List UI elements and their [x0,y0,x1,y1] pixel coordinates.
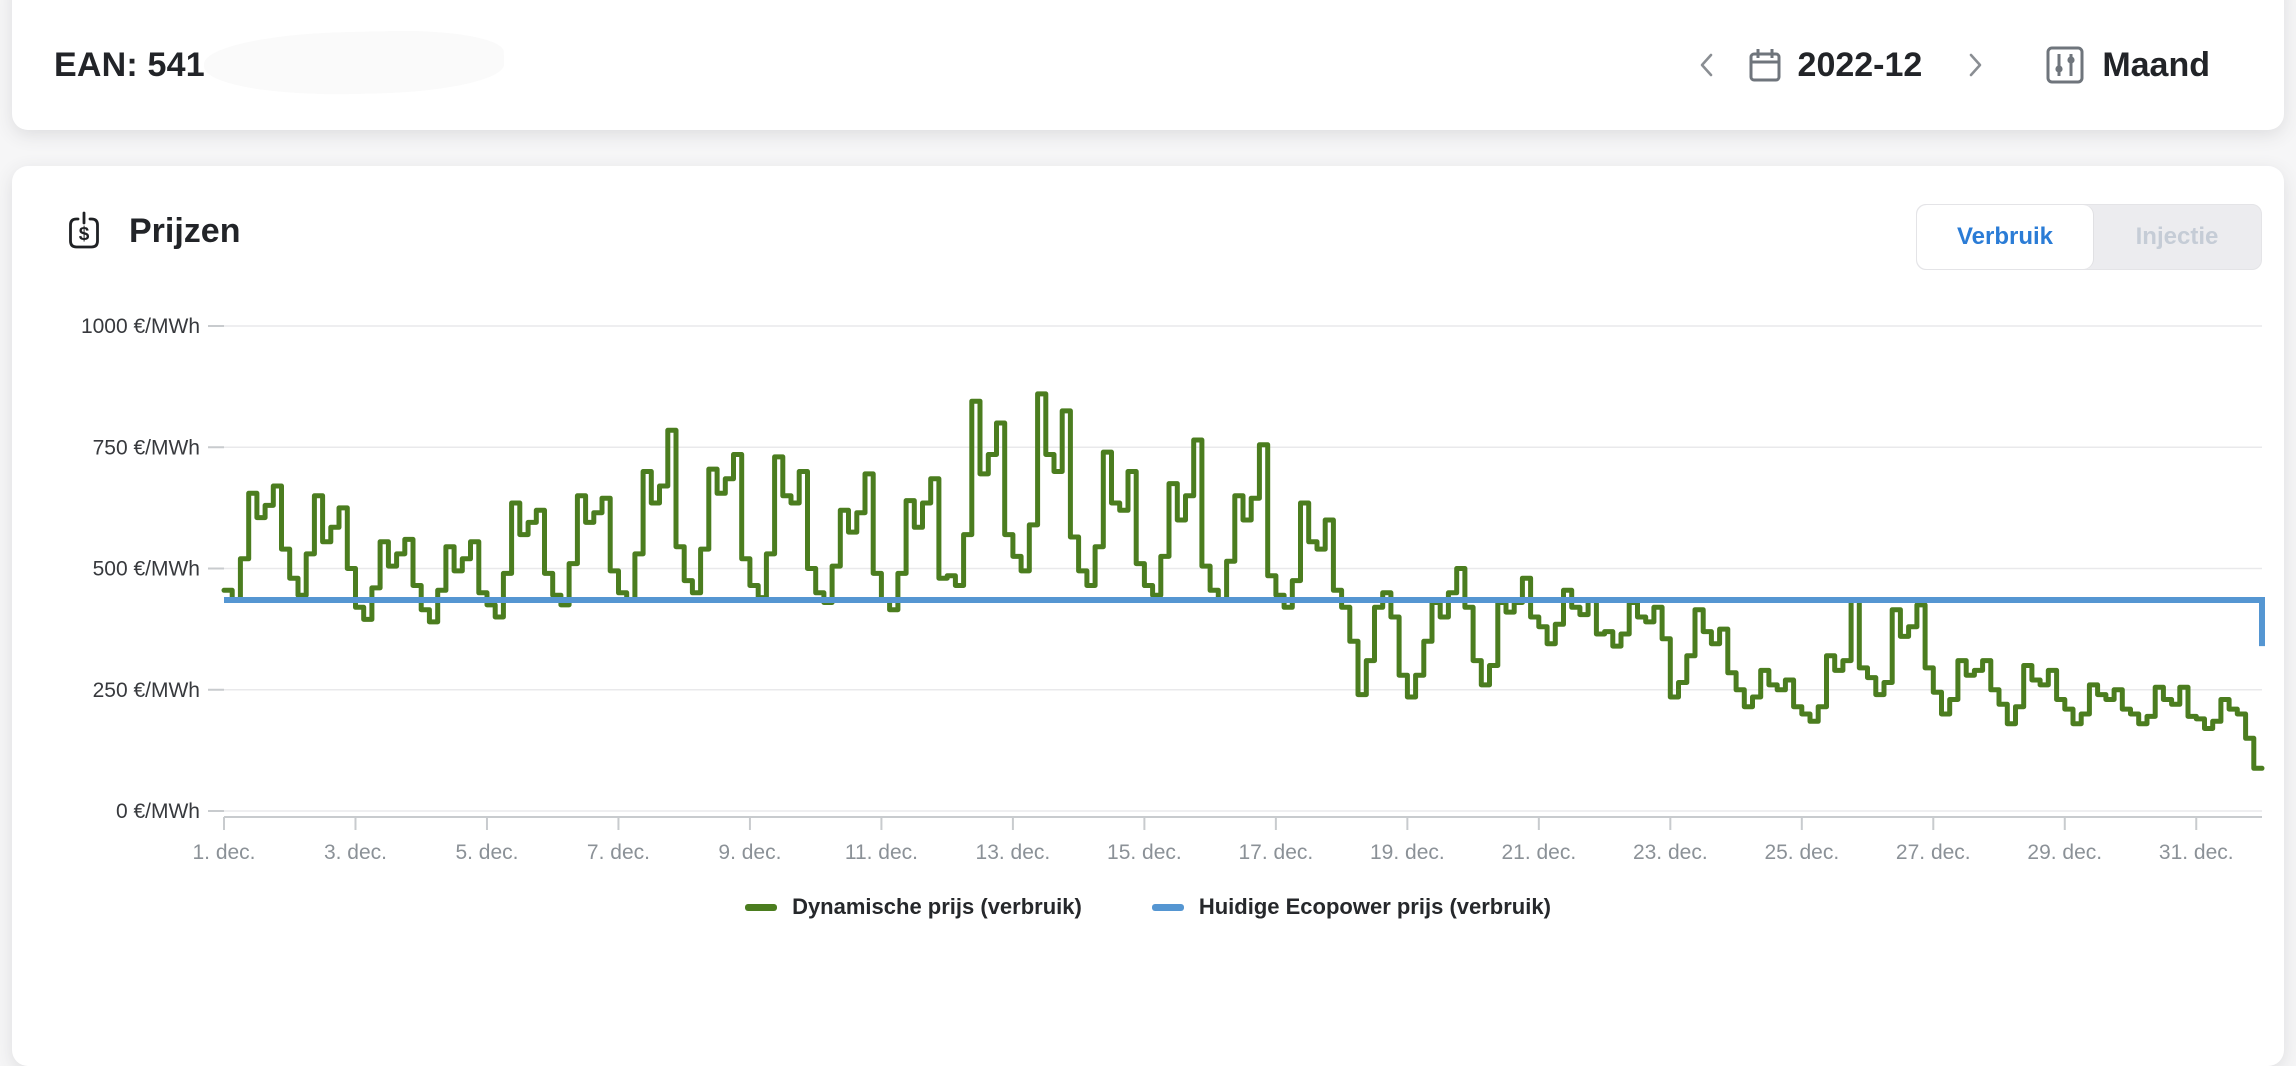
svg-text:21. dec.: 21. dec. [1501,841,1576,864]
svg-text:0 €/MWh: 0 €/MWh [116,800,200,823]
svg-text:23. dec.: 23. dec. [1633,841,1708,864]
price-money-icon: $ [67,210,101,252]
previous-period-button[interactable] [1690,44,1724,86]
prices-card-header: $ Prijzen [67,210,240,252]
redacted-ean-number [203,27,505,98]
page-title: EAN: 541 [54,27,505,98]
svg-text:1000 €/MWh: 1000 €/MWh [81,315,200,338]
view-mode-selector[interactable]: Maand [2044,44,2210,86]
ecopower-price-swatch [1151,903,1184,911]
svg-text:31. dec.: 31. dec. [2159,841,2234,864]
svg-text:$: $ [79,224,90,245]
prices-card: $ Prijzen Verbruik Injectie 0 €/MWh 250 €… [12,166,2284,1066]
sliders-icon [2044,44,2086,86]
tab-injectie[interactable]: Injectie [2093,205,2261,269]
prices-card-title: Prijzen [129,211,241,250]
tab-verbruik[interactable]: Verbruik [1916,205,2093,269]
next-period-button[interactable] [1958,44,1992,86]
svg-text:5. dec.: 5. dec. [455,841,518,864]
ean-label: EAN: 541 [54,45,205,84]
dynamic-price-label: Dynamische prijs (verbruik) [792,894,1082,919]
chart-legend: Dynamische prijs (verbruik) Huidige Ecop… [12,894,2284,920]
svg-text:3. dec.: 3. dec. [324,841,387,864]
svg-text:15. dec.: 15. dec. [1107,841,1182,864]
consumption-injection-toggle: Verbruik Injectie [1915,204,2262,270]
prices-chart[interactable]: 0 €/MWh 250 €/MWh 500 €/MWh 750 €/MWh 1000 €… [12,166,2284,876]
svg-text:750 €/MWh: 750 €/MWh [93,436,200,459]
view-mode-value: Maand [2102,45,2210,84]
calendar-icon [1746,45,1784,85]
svg-text:17. dec.: 17. dec. [1239,841,1314,864]
header-row: EAN: 541 2022-12 [12,0,2284,130]
svg-text:250 €/MWh: 250 €/MWh [93,679,200,702]
svg-text:27. dec.: 27. dec. [1896,841,1971,864]
svg-text:29. dec.: 29. dec. [2027,841,2102,864]
dynamic-price-swatch [745,903,778,911]
svg-text:19. dec.: 19. dec. [1370,841,1445,864]
period-navigator: 2022-12 Maand [1690,44,2210,86]
ecopower-price-label: Huidige Ecopower prijs (verbruik) [1198,894,1551,919]
svg-text:1. dec.: 1. dec. [192,841,255,864]
svg-text:25. dec.: 25. dec. [1764,841,1839,864]
period-value: 2022-12 [1797,45,1923,84]
svg-text:7. dec.: 7. dec. [587,841,650,864]
header-card: EAN: 541 2022-12 [12,0,2284,130]
legend-item-ecopower-price[interactable]: Huidige Ecopower prijs (verbruik) [1151,894,1551,920]
svg-text:500 €/MWh: 500 €/MWh [93,558,200,581]
svg-text:9. dec.: 9. dec. [718,841,781,864]
svg-text:11. dec.: 11. dec. [845,841,918,864]
svg-text:13. dec.: 13. dec. [976,841,1051,864]
chevron-right-icon [1962,48,1988,82]
period-selector[interactable]: 2022-12 [1746,45,1923,85]
chevron-left-icon [1694,48,1720,82]
legend-item-dynamic-price[interactable]: Dynamische prijs (verbruik) [745,894,1082,920]
